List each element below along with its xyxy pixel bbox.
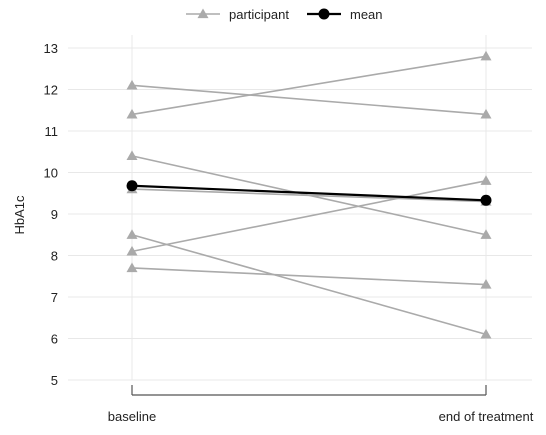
axes: 5 6 7 8 9 10 11 12 13 baseline end of treatment <box>44 41 534 424</box>
series <box>126 50 492 339</box>
participant-line <box>131 55 487 116</box>
participant-point <box>126 245 138 256</box>
legend: participant mean <box>186 7 383 22</box>
participant-series <box>126 79 492 119</box>
legend-item-participant: participant <box>186 7 289 22</box>
participant-line <box>131 180 487 253</box>
participant-point <box>126 108 138 119</box>
participant-point <box>126 150 138 161</box>
participant-series <box>126 175 492 256</box>
grid-lines <box>68 35 532 381</box>
x-tick-label: end of treatment <box>439 409 534 424</box>
participant-point <box>480 229 492 239</box>
participant-series <box>126 229 492 339</box>
y-tick-label: 12 <box>44 83 58 98</box>
y-tick-label: 10 <box>44 166 58 181</box>
y-tick-label: 11 <box>45 124 59 139</box>
mean-point <box>480 194 492 206</box>
y-tick-label: 13 <box>44 41 58 56</box>
legend-triangle-icon <box>197 8 209 19</box>
legend-label: participant <box>229 7 289 22</box>
participant-line <box>131 267 487 286</box>
participant-point <box>480 175 492 185</box>
participant-series <box>126 262 492 289</box>
y-tick-label: 7 <box>51 290 58 305</box>
participant-line <box>131 84 487 116</box>
participant-series <box>126 50 492 119</box>
y-tick-label: 5 <box>51 373 58 388</box>
participant-line <box>131 188 487 203</box>
participant-point <box>126 79 138 90</box>
y-tick-label: 6 <box>51 332 58 347</box>
participant-point <box>126 229 138 239</box>
y-axis-title: HbA1c <box>12 195 27 235</box>
participant-point <box>480 108 492 119</box>
legend-item-mean: mean <box>307 7 383 22</box>
y-tick-label: 9 <box>51 207 58 222</box>
legend-label: mean <box>350 7 383 22</box>
x-tick-label: baseline <box>108 409 156 424</box>
mean-line <box>131 184 487 202</box>
participant-point <box>126 262 138 273</box>
mean-series <box>126 180 492 206</box>
participant-point <box>480 279 492 289</box>
participant-point <box>480 328 492 339</box>
mean-point <box>126 180 138 192</box>
y-tick-label: 8 <box>51 249 58 264</box>
legend-circle-icon <box>318 8 330 20</box>
participant-point <box>480 50 492 61</box>
participant-line <box>131 233 487 336</box>
